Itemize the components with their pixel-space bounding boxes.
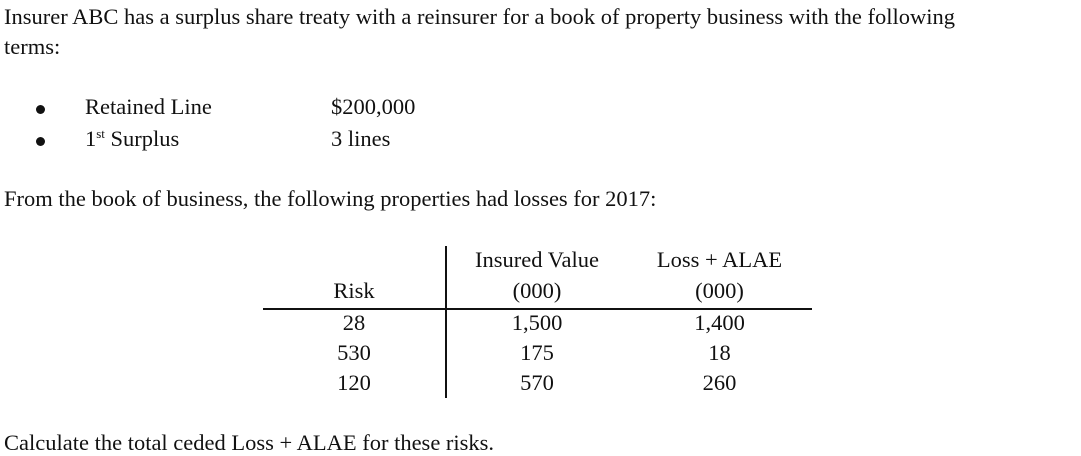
header-insured-value-unit: (000) [512, 278, 562, 303]
intro-text-line-2: terms: [4, 34, 61, 59]
header-insured-value: Insured Value [475, 247, 599, 272]
term-value: $200,000 [331, 94, 416, 119]
term-label-ordinal: st [96, 126, 105, 141]
losses-intro-text: From the book of business, the following… [4, 186, 657, 211]
term-item-retained-line: Retained Line $200,000 [0, 94, 600, 126]
cell-insured-value: 1,500 [511, 310, 563, 335]
question-text: Calculate the total ceded Loss + ALAE fo… [4, 430, 495, 455]
term-label: Retained Line [85, 94, 212, 119]
term-item-first-surplus: 1st Surplus 3 lines [0, 126, 600, 158]
cell-risk: 28 [342, 310, 366, 335]
cell-risk: 120 [337, 370, 371, 395]
term-label: 1st Surplus [85, 126, 179, 152]
header-loss-alae: Loss + ALAE [656, 247, 783, 272]
term-label-number: 1 [85, 126, 97, 151]
intro-text-line-1: Insurer ABC has a surplus share treaty w… [4, 4, 956, 29]
bullet-icon [36, 137, 45, 146]
table-header-rule [263, 308, 812, 310]
cell-insured-value: 570 [520, 370, 554, 395]
cell-loss-alae: 260 [702, 370, 737, 395]
header-risk: Risk [333, 278, 375, 303]
cell-loss-alae: 1,400 [694, 310, 745, 335]
bullet-icon [36, 105, 45, 114]
term-value: 3 lines [331, 126, 391, 151]
table-vertical-divider [445, 246, 447, 398]
term-label-rest: Surplus [104, 126, 180, 151]
header-loss-alae-unit: (000) [695, 278, 744, 303]
cell-risk: 530 [337, 340, 371, 365]
cell-loss-alae: 18 [708, 340, 731, 365]
cell-insured-value: 175 [520, 340, 554, 365]
